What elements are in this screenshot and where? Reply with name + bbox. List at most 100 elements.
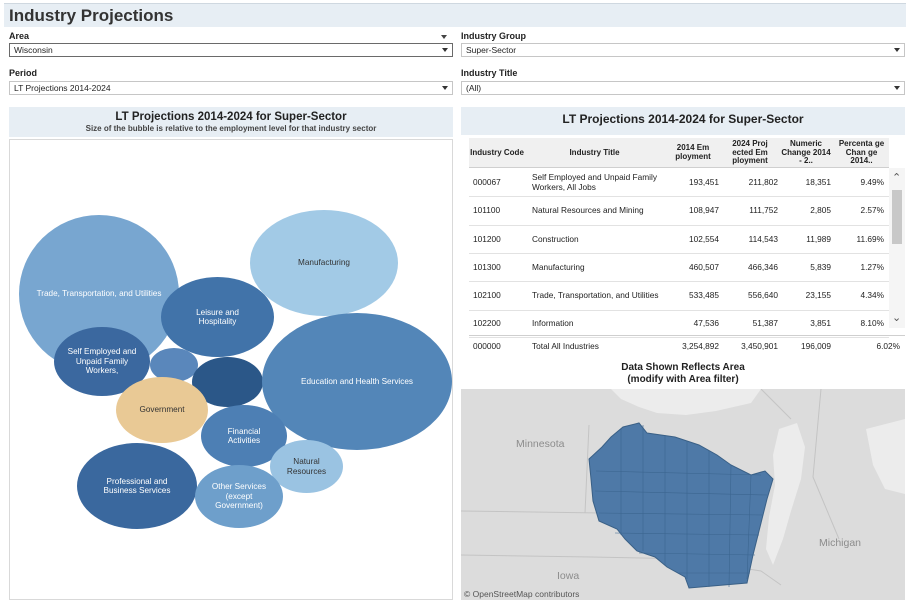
area-label: Area: [9, 31, 30, 41]
bubble-government[interactable]: Government: [116, 377, 208, 443]
bubble-label: Education and Health Services: [301, 376, 413, 386]
bubble-label: Trade, Transportation, and Utilities: [36, 289, 162, 299]
cell-2024-projected: 114,543: [748, 233, 778, 244]
chevron-down-icon: [442, 86, 448, 90]
dashboard-header: Industry Projections: [4, 3, 906, 27]
bubble-label: Natural Resources: [286, 457, 327, 476]
bubble-unlabeled-small[interactable]: [150, 348, 198, 382]
area-dropdown[interactable]: Wisconsin: [9, 43, 453, 57]
bubble-label: Financial Activities: [227, 426, 261, 445]
cell-industry-code: 101100: [473, 205, 501, 216]
cell-industry-title: Self Employed and Unpaid Family Workers,…: [532, 172, 657, 192]
scrollbar-thumb[interactable]: [892, 190, 902, 244]
col-header-2014-employment[interactable]: 2014 Em ployment: [675, 143, 711, 161]
total-2024: 3,450,901: [741, 340, 778, 351]
cell-numeric-change: 11,989: [806, 233, 831, 244]
cell-2014-employment: 533,485: [689, 290, 719, 301]
bubble-panel-title: LT Projections 2014-2024 for Super-Secto…: [115, 111, 347, 123]
bubble-label: Other Services (except Government): [211, 482, 267, 511]
bubble-label: Manufacturing: [298, 258, 350, 268]
bubble-other-services[interactable]: Other Services (except Government): [195, 465, 283, 528]
map-title: Data Shown Reflects Area (modify with Ar…: [461, 362, 905, 386]
chevron-down-icon[interactable]: ⌄: [892, 312, 902, 324]
chevron-down-icon: [894, 86, 900, 90]
county-lines: [594, 425, 768, 588]
table-panel-header: LT Projections 2014-2024 for Super-Secto…: [461, 107, 905, 135]
col-header-industry-title[interactable]: Industry Title: [569, 147, 620, 157]
iowa-label: Iowa: [557, 570, 579, 582]
bubble-manufacturing[interactable]: Manufacturing: [250, 210, 398, 316]
bubble-education-health-services[interactable]: Education and Health Services: [262, 313, 452, 450]
cell-industry-code: 102100: [473, 290, 501, 301]
bubble-label: Self Employed and Unpaid Family Workers,: [67, 347, 137, 376]
cell-percentage-change: 1.27%: [860, 261, 884, 272]
cell-industry-title: Information: [532, 318, 574, 329]
cell-percentage-change: 2.57%: [860, 205, 884, 216]
industry-title-label: Industry Title: [461, 68, 518, 78]
table-row[interactable]: 102100 Trade, Transportation, and Utiliti…: [469, 282, 889, 311]
bubble-panel-subtitle: Size of the bubble is relative to the em…: [85, 124, 377, 133]
col-header-percentage-change[interactable]: Percenta ge Chan ge 2014..: [838, 138, 885, 166]
map-title-line2: (modify with Area filter): [627, 374, 739, 385]
table-total-row: 000000 Total All Industries 3,254,892 3,…: [469, 335, 905, 355]
cell-percentage-change: 11.69%: [856, 233, 884, 244]
total-numeric-change: 196,009: [801, 340, 831, 351]
cell-2024-projected: 211,802: [748, 176, 778, 187]
cell-industry-title: Natural Resources and Mining: [532, 205, 644, 216]
cell-2014-employment: 47,536: [693, 318, 719, 329]
cell-2024-projected: 111,752: [749, 205, 778, 216]
map-attribution[interactable]: © OpenStreetMap contributors: [464, 589, 579, 599]
table-header-row: Industry Code Industry Title 2014 Em plo…: [469, 138, 889, 168]
bubble-natural-resources[interactable]: Natural Resources: [270, 440, 343, 493]
projections-table: Industry Code Industry Title 2014 Em plo…: [469, 138, 905, 358]
period-label: Period: [9, 68, 38, 78]
table-scrollbar[interactable]: ⌃ ⌄: [889, 168, 905, 328]
cell-percentage-change: 8.10%: [860, 318, 884, 329]
bubble-label: Leisure and Hospitality: [196, 307, 239, 326]
period-dropdown[interactable]: LT Projections 2014-2024: [9, 81, 453, 95]
cell-industry-title: Trade, Transportation, and Utilities: [532, 290, 659, 301]
table-row[interactable]: 101100 Natural Resources and Mining 108,94…: [469, 197, 889, 226]
michigan-label: Michigan: [819, 537, 861, 549]
area-map[interactable]: Minnesota Michigan Iowa © OpenStreetMap …: [461, 389, 905, 600]
total-code: 000000: [473, 340, 501, 351]
area-header-menu-icon[interactable]: [441, 35, 447, 39]
period-dropdown-value: LT Projections 2014-2024: [14, 83, 111, 93]
bubble-chart: Trade, Transportation, and Utilities Man…: [9, 139, 453, 600]
cell-numeric-change: 3,851: [810, 318, 831, 329]
bubble-panel-header: LT Projections 2014-2024 for Super-Secto…: [9, 107, 453, 137]
bubble-leisure-hospitality[interactable]: Leisure and Hospitality: [161, 277, 274, 357]
chevron-up-icon[interactable]: ⌃: [892, 172, 902, 184]
lake-superior: [611, 389, 761, 415]
industry-title-dropdown[interactable]: (All): [461, 81, 905, 95]
table-row[interactable]: 000067 Self Employed and Unpaid Family Wo…: [469, 169, 889, 197]
table-row[interactable]: 101300 Manufacturing 460,507 466,346 5,839 1.…: [469, 254, 889, 282]
cell-2014-employment: 460,507: [689, 261, 719, 272]
bubble-professional-business-services[interactable]: Professional and Business Services: [77, 443, 197, 529]
cell-numeric-change: 18,351: [805, 176, 831, 187]
cell-industry-title: Construction: [532, 233, 579, 244]
minnesota-label: Minnesota: [516, 438, 565, 450]
industry-title-dropdown-value: (All): [466, 83, 482, 93]
map-svg: Minnesota Michigan Iowa © OpenStreetMap …: [461, 389, 905, 600]
cell-industry-code: 101200: [473, 233, 501, 244]
col-header-industry-code[interactable]: Industry Code: [470, 147, 524, 157]
cell-2024-projected: 466,346: [748, 261, 778, 272]
cell-industry-code: 000067: [473, 176, 501, 187]
bubble-label: Government: [139, 405, 185, 415]
table-row[interactable]: 102200 Information 47,536 51,387 3,851 8.10%: [469, 311, 889, 338]
col-header-numeric-change[interactable]: Numeric Change 2014 - 2..: [781, 138, 831, 166]
total-title: Total All Industries: [532, 340, 599, 351]
lake-michigan: [766, 423, 805, 565]
industry-group-dropdown-value: Super-Sector: [466, 45, 517, 55]
chevron-down-icon: [894, 48, 900, 52]
cell-2014-employment: 108,947: [689, 205, 719, 216]
map-title-line1: Data Shown Reflects Area: [621, 362, 745, 373]
table-row[interactable]: 101200 Construction 102,554 114,543 11,989 11…: [469, 226, 889, 254]
page-title: Industry Projections: [9, 6, 174, 25]
chevron-down-icon: [442, 48, 448, 52]
cell-industry-code: 101300: [473, 261, 501, 272]
industry-group-dropdown[interactable]: Super-Sector: [461, 43, 905, 57]
col-header-2024-projected[interactable]: 2024 Proj ected Em ployment: [732, 138, 768, 166]
total-percentage-change: 6.02%: [876, 340, 900, 351]
